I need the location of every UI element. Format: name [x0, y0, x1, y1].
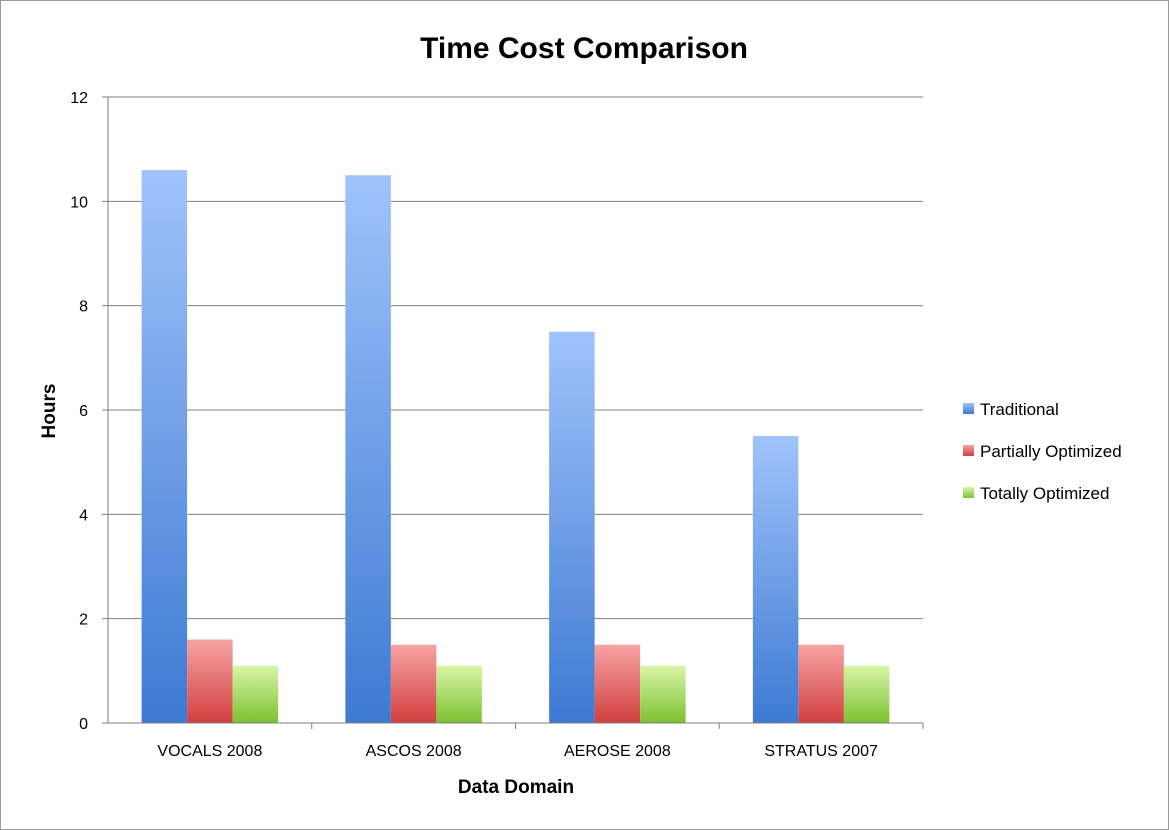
- x-axis-title: Data Domain: [458, 777, 574, 798]
- y-tick-label: 8: [79, 299, 88, 316]
- y-tick-label: 2: [79, 612, 88, 629]
- bar-totally-optimized: [843, 665, 890, 723]
- bars: [141, 170, 890, 724]
- bar-traditional: [549, 331, 595, 723]
- bar-traditional: [141, 170, 188, 724]
- bar-partially-optimized: [594, 644, 641, 723]
- y-tick-label: 6: [79, 403, 88, 420]
- legend-swatch-partially-optimized: [963, 445, 974, 456]
- legend: Traditional Partially Optimized Totally Op…: [963, 400, 1122, 503]
- y-tick-labels: 0 2 4 6 8 10 12: [70, 90, 88, 733]
- x-tick-label: AEROSE 2008: [564, 743, 671, 760]
- bar-traditional: [752, 436, 799, 723]
- bar-totally-optimized: [640, 665, 686, 723]
- legend-swatch-totally-optimized: [963, 487, 974, 498]
- x-tick-label: VOCALS 2008: [157, 743, 262, 760]
- y-tick-label: 10: [70, 194, 88, 211]
- y-tick-label: 0: [79, 716, 88, 733]
- bar-partially-optimized: [798, 644, 844, 723]
- bar-partially-optimized: [390, 644, 437, 723]
- bar-totally-optimized: [436, 665, 482, 723]
- legend-label: Traditional: [980, 400, 1059, 419]
- bar-traditional: [345, 175, 391, 723]
- gridlines: [102, 96, 923, 620]
- x-tick-labels: VOCALS 2008 ASCOS 2008 AEROSE 2008 STRATUS …: [157, 743, 878, 760]
- bar-totally-optimized: [232, 665, 279, 723]
- bar-partially-optimized: [187, 639, 233, 723]
- y-tick-label: 12: [70, 90, 88, 107]
- legend-label: Partially Optimized: [980, 442, 1122, 461]
- y-axis-title: Hours: [39, 384, 60, 439]
- chart-title: Time Cost Comparison: [420, 32, 748, 65]
- x-tick-label: STRATUS 2007: [764, 743, 878, 760]
- axes: [102, 97, 924, 729]
- x-tick-label: ASCOS 2008: [366, 743, 462, 760]
- legend-swatch-traditional: [963, 403, 974, 414]
- legend-label: Totally Optimized: [980, 484, 1109, 503]
- y-tick-label: 4: [79, 507, 88, 524]
